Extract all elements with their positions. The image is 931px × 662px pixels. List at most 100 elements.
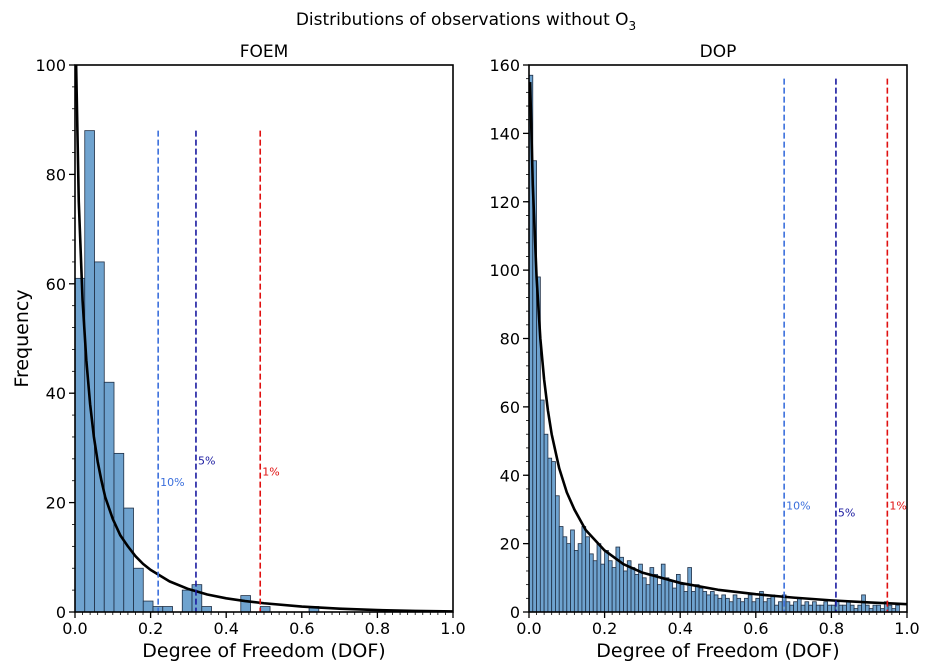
histogram-bar: [725, 597, 730, 613]
x-axis-label: Degree of Freedom (DOF): [142, 640, 385, 662]
histogram-bar: [543, 433, 549, 613]
x-tick-label: 0.4: [667, 619, 692, 638]
histogram-bar: [676, 573, 681, 613]
histogram-bar: [555, 495, 560, 613]
histogram-bar: [793, 601, 798, 613]
histogram-bar: [717, 597, 723, 613]
histogram-bar: [630, 567, 636, 613]
x-tick-label: 0.8: [819, 619, 844, 638]
histogram-bar: [657, 584, 662, 613]
panel-foem: 10% 5% 1% 0.0 0.2 0.4 0.6 0.8 1.0 0 20 40 60 80 100 FOE…: [11, 42, 466, 662]
threshold-label-1pct: 1%: [262, 465, 279, 478]
histogram-bar: [702, 591, 708, 613]
histogram-bar: [800, 604, 806, 613]
histogram-bar: [581, 526, 587, 613]
histogram-bar: [653, 573, 658, 613]
histogram-bar: [804, 601, 810, 613]
histogram-bar: [570, 529, 575, 613]
histogram-bar: [747, 594, 753, 613]
y-tick-label: 80: [46, 165, 66, 184]
histogram-bar: [566, 543, 571, 613]
histogram-bar: [600, 563, 606, 613]
x-tick-label: 0.0: [62, 619, 87, 638]
histogram-bar: [672, 587, 677, 613]
threshold-label-10pct: 10%: [786, 499, 810, 512]
histogram-bar: [551, 461, 556, 613]
histogram-bar: [728, 601, 734, 613]
histogram-bar: [162, 606, 173, 613]
histogram-bar: [698, 587, 704, 613]
histogram-bar: [691, 591, 696, 613]
histogram-bar: [547, 457, 553, 613]
histogram-bar: [596, 543, 602, 613]
panel-dop: 10% 5% 1% 0.0 0.2 0.4 0.6 0.8 1.0 0 20 40 60 80 100 120…: [489, 42, 919, 662]
histogram-bar: [751, 601, 757, 613]
x-axis-label: Degree of Freedom (DOF): [596, 640, 839, 662]
histogram-bar: [713, 594, 719, 613]
histogram-bar: [191, 584, 203, 613]
x-tick-label: 0.6: [289, 619, 314, 638]
y-axis-label: Frequency: [11, 289, 33, 387]
y-tick-label: 40: [500, 466, 520, 485]
histogram-bar: [142, 600, 154, 613]
histogram-bar: [706, 594, 711, 613]
histogram-bar: [623, 570, 628, 613]
y-tick-label: 0: [510, 603, 520, 622]
histogram-bar: [808, 604, 813, 613]
histogram-bar: [744, 597, 749, 613]
histogram-bar: [721, 594, 726, 613]
x-tick-label: 0.0: [516, 619, 541, 638]
y-tick-label: 60: [500, 398, 520, 417]
histogram-bar: [778, 601, 783, 613]
histogram-bar: [736, 597, 742, 613]
histogram-bar: [831, 604, 836, 613]
threshold-label-10pct: 10%: [160, 476, 184, 489]
histogram-bar: [615, 546, 621, 613]
histogram-bar: [815, 604, 821, 613]
histogram-bar: [577, 543, 583, 613]
histogram-bar: [755, 597, 760, 613]
histogram-bar: [589, 553, 594, 613]
histogram-bar: [604, 550, 609, 613]
fit-curve: [529, 82, 907, 606]
histogram-bar: [865, 604, 870, 613]
histogram-bar: [876, 604, 881, 613]
histogram-bar: [846, 601, 851, 613]
panel-title: DOP: [700, 42, 737, 62]
histogram-bar: [849, 604, 855, 613]
histogram-bar: [895, 604, 900, 613]
histogram-bar: [123, 507, 134, 613]
x-tick-label: 0.8: [365, 619, 390, 638]
histogram-bar: [732, 594, 738, 613]
histogram-bar: [687, 567, 692, 613]
histogram-bar: [785, 601, 791, 613]
histogram-bar: [539, 399, 545, 613]
histogram-bar: [857, 604, 863, 613]
histogram-bar: [94, 261, 105, 613]
histogram-bar: [683, 591, 689, 613]
histogram-bars: [74, 130, 320, 613]
histogram-bar: [562, 536, 568, 613]
x-tick-label: 0.2: [592, 619, 617, 638]
histogram-bar: [887, 604, 893, 613]
histogram-bar: [201, 606, 212, 613]
x-tick-label: 1.0: [894, 619, 919, 638]
histogram-bar: [789, 604, 795, 613]
histogram-bar: [573, 550, 579, 613]
histogram-bar: [740, 601, 745, 613]
histogram-bar: [181, 589, 193, 613]
histogram-bar: [766, 597, 772, 613]
histogram-bar: [774, 604, 779, 613]
histogram-bar: [812, 601, 817, 613]
histogram-bar: [558, 526, 564, 613]
y-tick-label: 100: [489, 261, 520, 280]
fit-curve: [75, 65, 453, 612]
histogram-bar: [668, 580, 674, 613]
histogram-bar: [592, 560, 598, 613]
y-tick-label: 20: [46, 494, 66, 513]
histogram-bar: [762, 601, 768, 613]
histogram-bar: [660, 563, 666, 613]
histogram-bar: [133, 567, 144, 613]
histogram-bar: [642, 577, 647, 613]
